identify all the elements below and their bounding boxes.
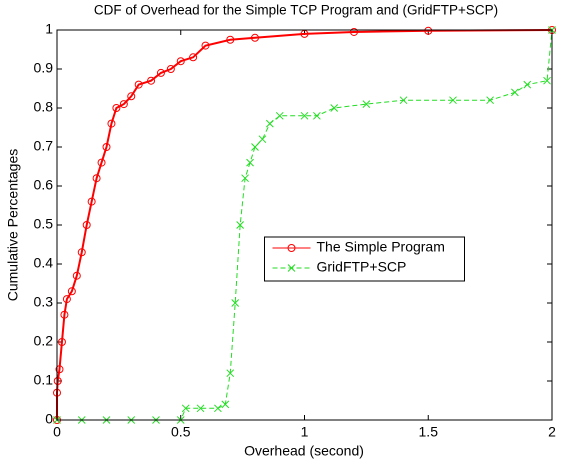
marker — [226, 369, 235, 378]
marker — [221, 400, 230, 409]
marker — [72, 271, 81, 280]
marker — [275, 111, 284, 120]
marker — [241, 174, 249, 183]
y-tick-label: 0.9 — [34, 60, 54, 76]
marker — [313, 111, 321, 120]
marker — [399, 96, 408, 105]
legend-marker — [287, 244, 296, 252]
legend-marker — [287, 264, 296, 272]
y-tick-label: 0.8 — [34, 99, 54, 115]
y-tick-label: 0.5 — [34, 216, 54, 232]
x-tick-label: 0.5 — [171, 424, 191, 440]
marker — [330, 104, 339, 112]
y-tick-label: 0.3 — [34, 294, 54, 310]
marker — [127, 92, 136, 101]
marker — [246, 158, 254, 167]
y-tick-label: 0.7 — [34, 138, 54, 154]
marker — [53, 377, 62, 385]
x-tick-label: 0 — [53, 424, 61, 440]
y-tick-label: 0.6 — [34, 177, 54, 193]
marker — [92, 174, 101, 183]
series-line — [56, 29, 553, 420]
marker — [236, 221, 245, 229]
marker — [102, 143, 111, 151]
marker — [265, 119, 274, 128]
marker — [196, 404, 205, 413]
marker — [543, 76, 551, 85]
marker — [62, 295, 71, 304]
marker — [201, 41, 210, 50]
marker — [350, 27, 358, 36]
marker — [55, 365, 64, 374]
axes-box — [56, 29, 553, 421]
marker — [449, 96, 457, 105]
marker — [181, 404, 190, 413]
marker — [57, 338, 66, 346]
x-tick-label: 1 — [301, 424, 309, 440]
x-tick-label: 2 — [548, 424, 556, 440]
marker — [67, 287, 76, 296]
marker — [60, 310, 69, 319]
legend-label: GridFTP+SCP — [317, 259, 407, 275]
marker — [258, 135, 267, 144]
y-tick-label: 1 — [45, 21, 53, 37]
legend: The Simple Program GridFTP+SCP — [264, 236, 465, 282]
marker — [511, 88, 519, 97]
marker — [77, 248, 86, 257]
marker — [156, 68, 165, 77]
marker — [189, 53, 198, 62]
marker — [251, 33, 259, 42]
marker — [166, 65, 175, 73]
marker — [226, 35, 235, 44]
marker — [362, 100, 371, 108]
series-line — [57, 29, 553, 421]
marker — [87, 197, 96, 206]
marker — [523, 80, 532, 89]
marker — [176, 57, 185, 66]
y-tick-label: 0.4 — [34, 255, 54, 271]
y-axis-label: Cumulative Percentages — [5, 149, 21, 302]
legend-label: The Simple Program — [317, 239, 445, 255]
marker — [97, 158, 106, 167]
chart-title: CDF of Overhead for the Simple TCP Progr… — [94, 3, 498, 18]
marker — [112, 104, 121, 112]
legend-box — [264, 236, 465, 282]
y-tick-label: 0.1 — [34, 372, 54, 388]
marker — [119, 100, 128, 109]
x-tick-label: 1.5 — [419, 424, 439, 440]
marker — [300, 111, 309, 120]
x-axis-label: Overhead (second) — [244, 443, 364, 459]
marker — [214, 404, 222, 413]
marker — [107, 119, 116, 128]
y-tick-label: 0.2 — [34, 333, 54, 349]
marker — [486, 96, 494, 105]
marker — [82, 221, 91, 229]
marker — [134, 80, 143, 89]
marker — [251, 143, 259, 151]
marker — [424, 26, 433, 35]
marker — [231, 299, 240, 307]
y-tick-label: 0 — [45, 411, 53, 427]
marker — [147, 76, 156, 85]
